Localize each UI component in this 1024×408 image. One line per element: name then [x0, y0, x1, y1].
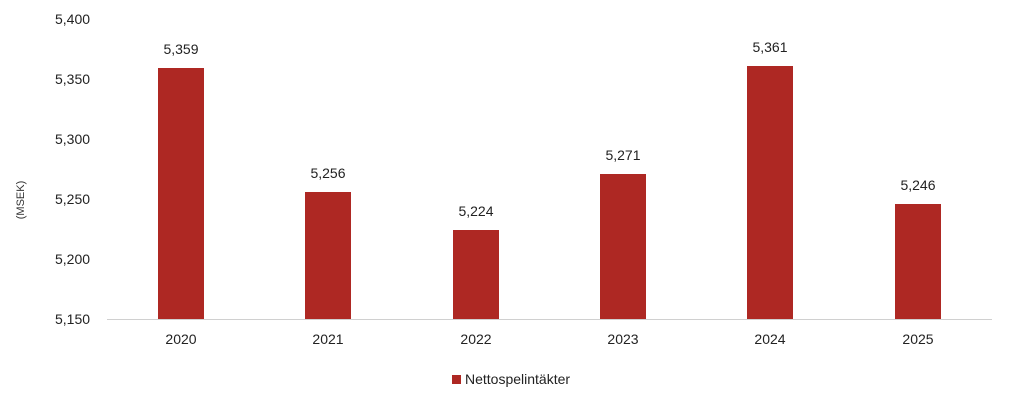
- y-tick: 5,200: [55, 251, 91, 267]
- bar: [600, 173, 646, 319]
- value-label: 5,256: [310, 164, 346, 181]
- x-tick: 2022: [460, 331, 492, 347]
- x-tick: 2021: [312, 331, 344, 347]
- bar: [158, 68, 204, 319]
- legend-label: Nettospelintäkter: [465, 371, 571, 387]
- y-tick: 5,250: [55, 191, 91, 207]
- x-tick: 2023: [607, 331, 639, 347]
- x-tick: 2024: [754, 331, 786, 347]
- bar: [453, 230, 499, 319]
- bar: [305, 191, 351, 319]
- legend-swatch: [452, 374, 461, 384]
- x-tick: 2020: [165, 331, 197, 347]
- y-tick: 5,350: [55, 71, 91, 87]
- value-label: 5,359: [163, 41, 199, 58]
- bar: [895, 203, 941, 319]
- value-label: 5,271: [605, 146, 641, 163]
- value-label: 5,224: [458, 203, 494, 220]
- x-axis-line: [107, 319, 992, 320]
- y-tick: 5,400: [55, 11, 91, 27]
- y-axis-title: (MSEK): [15, 180, 27, 220]
- value-label: 5,361: [752, 38, 788, 55]
- y-tick: 5,150: [55, 311, 91, 327]
- legend: Nettospelintäkter: [452, 371, 570, 387]
- y-tick: 5,300: [55, 131, 91, 147]
- bar: [747, 65, 793, 319]
- value-label: 5,246: [900, 176, 936, 193]
- x-tick: 2025: [902, 331, 934, 347]
